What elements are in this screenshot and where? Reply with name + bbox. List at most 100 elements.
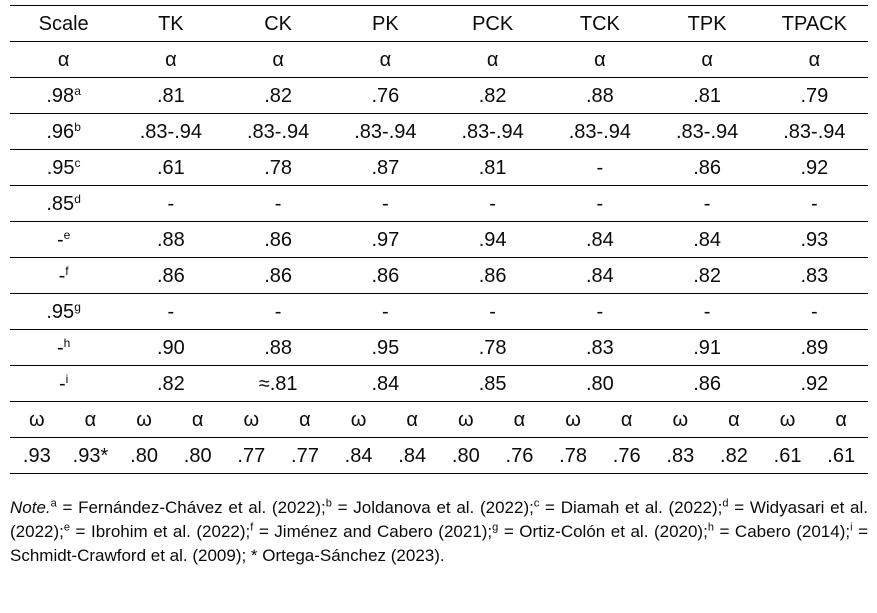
column-header-tck: TCK	[546, 5, 654, 42]
table-cell: -	[546, 149, 654, 186]
alpha-symbol: α	[814, 401, 868, 438]
alpha-value-cell: .93*	[63, 437, 118, 474]
note-segment: = Cabero (2014);	[713, 522, 851, 541]
table-cell: -	[439, 293, 547, 330]
table-cell: .84	[331, 365, 439, 402]
note-segment: = Ortiz-Colón et al. (2020);	[498, 522, 708, 541]
table-row: .95c .61 .78 .87 .81 - .86 .92	[10, 149, 868, 186]
omega-value-cell: .61	[760, 437, 815, 474]
omega-symbol: ω	[224, 401, 279, 438]
note-segment: b	[325, 497, 332, 510]
alpha-symbol-row: α α α α α α α α	[10, 41, 868, 78]
note-segment: = Joldanova et al. (2022);	[331, 498, 534, 517]
note-segment: = Ibrohim et al. (2022);	[70, 522, 251, 541]
alpha-symbol: α	[492, 401, 547, 438]
table-cell: -	[117, 293, 225, 330]
table-cell: .82	[224, 77, 332, 114]
omega-value-cell: .78	[546, 437, 600, 474]
scale-cell: -e	[10, 221, 118, 258]
alpha-value-cell: .82	[707, 437, 761, 474]
table-cell: -	[117, 185, 225, 222]
alpha-value-cell: .61	[814, 437, 868, 474]
table-cell: -	[546, 293, 654, 330]
table-cell: .78	[439, 329, 547, 366]
table-cell: .83	[546, 329, 654, 366]
column-header-scale: Scale	[10, 5, 118, 42]
footnote-marker: a	[74, 83, 81, 98]
alpha-value-cell: .80	[170, 437, 225, 474]
table-cell: .85	[439, 365, 547, 402]
omega-value-cell: .83	[653, 437, 708, 474]
table-cell: .83-.94	[331, 113, 439, 150]
table-cell: .97	[331, 221, 439, 258]
note-segment: = Widyasari et al. (2022);	[10, 498, 868, 541]
note-segment: i	[850, 521, 853, 534]
omega-value-cell: .80	[117, 437, 171, 474]
note-segment: h	[707, 521, 714, 534]
alpha-symbol: α	[653, 41, 761, 78]
table-cell: -	[760, 185, 868, 222]
alpha-value-cell: .76	[492, 437, 547, 474]
omega-symbol: ω	[546, 401, 600, 438]
omega-value-cell: .84	[331, 437, 386, 474]
table-cell: .83	[760, 257, 868, 294]
table-cell: .80	[546, 365, 654, 402]
table-cell: .82	[117, 365, 225, 402]
alpha-symbol: α	[224, 41, 332, 78]
table-cell: -	[439, 185, 547, 222]
footnote-marker: g	[74, 299, 81, 314]
footnote-marker: f	[65, 263, 69, 278]
alpha-symbol: α	[10, 41, 118, 78]
table-cell: .87	[331, 149, 439, 186]
table-row: -f .86 .86 .86 .86 .84 .82 .83	[10, 257, 868, 294]
table-cell: .88	[224, 329, 332, 366]
table-cell: .83-.94	[117, 113, 225, 150]
omega-symbol: ω	[439, 401, 493, 438]
column-header-pk: PK	[331, 5, 439, 42]
omega-alpha-symbol-row: ω α ω α ω α ω α ω α ω α ω α ω α	[10, 401, 868, 438]
column-header-tk: TK	[117, 5, 225, 42]
omega-value-cell: .80	[439, 437, 493, 474]
omega-symbol: ω	[117, 401, 171, 438]
footnote-marker: e	[63, 227, 71, 242]
table-cell: -	[224, 293, 332, 330]
scale-cell: .96b	[10, 113, 118, 150]
note-segment: g	[492, 521, 499, 534]
table-cell: .86	[439, 257, 547, 294]
omega-symbol: ω	[331, 401, 386, 438]
table-cell: -	[331, 185, 439, 222]
table-cell: .86	[224, 257, 332, 294]
column-header-tpk: TPK	[653, 5, 761, 42]
table-cell: .86	[117, 257, 225, 294]
table-row: .98a .81 .82 .76 .82 .88 .81 .79	[10, 77, 868, 114]
omega-value-cell: .77	[224, 437, 279, 474]
table-row: .95g - - - - - - -	[10, 293, 868, 330]
table-cell: .83-.94	[653, 113, 761, 150]
table-cell: .81	[117, 77, 225, 114]
table-cell: .81	[439, 149, 547, 186]
table-cell: -	[653, 293, 761, 330]
omega-symbol: ω	[653, 401, 708, 438]
note-segment: d	[722, 497, 729, 510]
table-cell: .89	[760, 329, 868, 366]
table-cell: .83-.94	[224, 113, 332, 150]
table-cell: .78	[224, 149, 332, 186]
omega-symbol: ω	[760, 401, 815, 438]
scale-cell: .98a	[10, 77, 118, 114]
table-note: Note.a = Fernández-Chávez et al. (2022);…	[10, 496, 868, 568]
table-row: -e .88 .86 .97 .94 .84 .84 .93	[10, 221, 868, 258]
note-segment: = Schmidt-Crawford et al. (2009); * Orte…	[10, 522, 869, 565]
alpha-symbol: α	[439, 41, 547, 78]
table-cell: .90	[117, 329, 225, 366]
alpha-symbol: α	[63, 401, 118, 438]
alpha-value-cell: .84	[385, 437, 439, 474]
alpha-value-cell: .77	[278, 437, 332, 474]
scale-cell: .95g	[10, 293, 118, 330]
table-cell: .76	[331, 77, 439, 114]
scale-cell: .85d	[10, 185, 118, 222]
table-cell: .86	[224, 221, 332, 258]
table-cell: .84	[546, 257, 654, 294]
note-segment: c	[533, 497, 540, 510]
scale-cell: -f	[10, 257, 118, 294]
